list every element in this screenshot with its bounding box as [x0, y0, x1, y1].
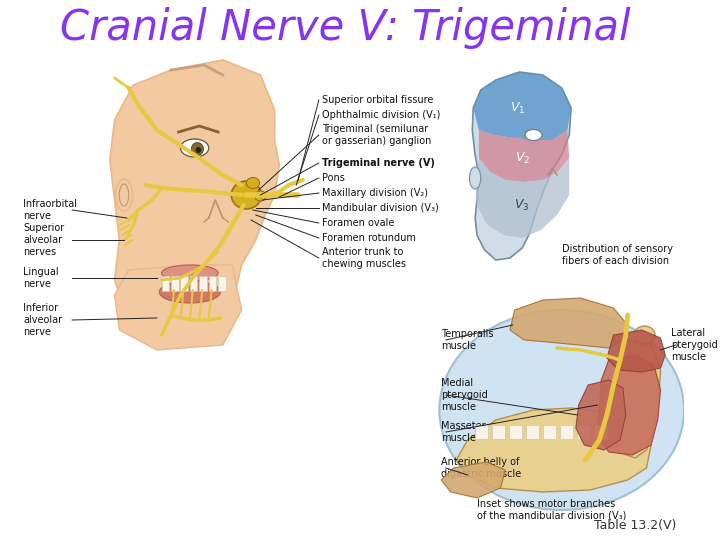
Text: Cranial Nerve V: Trigeminal: Cranial Nerve V: Trigeminal: [60, 7, 631, 49]
Bar: [492, 425, 505, 439]
Bar: [560, 425, 573, 439]
Ellipse shape: [231, 181, 261, 209]
Ellipse shape: [161, 265, 218, 281]
Bar: [594, 425, 607, 439]
Text: Superior orbital fissure: Superior orbital fissure: [322, 95, 433, 105]
Text: $V_3$: $V_3$: [515, 198, 530, 213]
Polygon shape: [473, 72, 571, 140]
Text: Foramen rotundum: Foramen rotundum: [322, 233, 415, 243]
Text: Foramen ovale: Foramen ovale: [322, 218, 394, 228]
Ellipse shape: [469, 167, 481, 189]
Text: Table 13.2(V): Table 13.2(V): [594, 519, 676, 532]
Ellipse shape: [192, 143, 204, 156]
Ellipse shape: [525, 130, 542, 140]
Text: Inferior
alveolar
nerve: Inferior alveolar nerve: [23, 303, 63, 336]
Ellipse shape: [439, 310, 684, 510]
Text: Inset shows motor branches
of the mandibular division (V₃): Inset shows motor branches of the mandib…: [477, 499, 626, 521]
Text: Lingual
nerve: Lingual nerve: [23, 267, 59, 289]
Text: Mandibular division (V₃): Mandibular division (V₃): [322, 203, 438, 213]
Polygon shape: [475, 158, 570, 238]
Bar: [475, 425, 488, 439]
Text: Ophthalmic division (V₁): Ophthalmic division (V₁): [322, 110, 440, 120]
Text: Anterior trunk to
chewing muscles: Anterior trunk to chewing muscles: [322, 247, 405, 269]
Bar: [190, 276, 197, 291]
Bar: [161, 276, 169, 291]
Ellipse shape: [115, 179, 132, 211]
Text: $V_1$: $V_1$: [510, 100, 525, 116]
Polygon shape: [613, 340, 660, 458]
Polygon shape: [114, 265, 242, 350]
Ellipse shape: [246, 178, 259, 188]
Text: $V_2$: $V_2$: [515, 151, 530, 166]
Text: Anterior belly of
digastric muscle: Anterior belly of digastric muscle: [441, 457, 521, 479]
Polygon shape: [110, 60, 279, 340]
Ellipse shape: [196, 147, 201, 153]
Polygon shape: [510, 298, 628, 348]
Polygon shape: [576, 380, 626, 450]
Text: Pons: Pons: [322, 173, 345, 183]
Text: Temporalis
muscle: Temporalis muscle: [441, 329, 494, 351]
Ellipse shape: [255, 191, 266, 201]
Bar: [218, 276, 225, 291]
Bar: [181, 276, 188, 291]
Bar: [526, 425, 539, 439]
Bar: [209, 276, 216, 291]
Polygon shape: [607, 330, 665, 372]
Polygon shape: [479, 130, 570, 182]
Bar: [199, 276, 207, 291]
Text: Masseter
muscle: Masseter muscle: [441, 421, 486, 443]
Bar: [171, 276, 179, 291]
Text: Infraorbital
nerve: Infraorbital nerve: [23, 199, 77, 221]
Ellipse shape: [159, 281, 220, 303]
Text: Distribution of sensory
fibers of each division: Distribution of sensory fibers of each d…: [562, 244, 672, 266]
Text: Superior
alveolar
nerves: Superior alveolar nerves: [23, 224, 65, 256]
Bar: [577, 425, 590, 439]
Ellipse shape: [181, 139, 209, 157]
Text: Trigeminal nerve (V): Trigeminal nerve (V): [322, 158, 435, 168]
Bar: [509, 425, 522, 439]
Polygon shape: [456, 408, 651, 492]
Text: Maxillary division (V₂): Maxillary division (V₂): [322, 188, 428, 198]
Text: Trigeminal (semilunar
or gasserian) ganglion: Trigeminal (semilunar or gasserian) gang…: [322, 124, 431, 146]
Bar: [543, 425, 556, 439]
Polygon shape: [472, 72, 571, 260]
Text: Medial
pterygoid
muscle: Medial pterygoid muscle: [441, 379, 488, 411]
Ellipse shape: [634, 326, 655, 344]
Polygon shape: [441, 462, 505, 498]
Polygon shape: [598, 355, 660, 455]
Text: Lateral
pterygoid
muscle: Lateral pterygoid muscle: [671, 328, 718, 362]
